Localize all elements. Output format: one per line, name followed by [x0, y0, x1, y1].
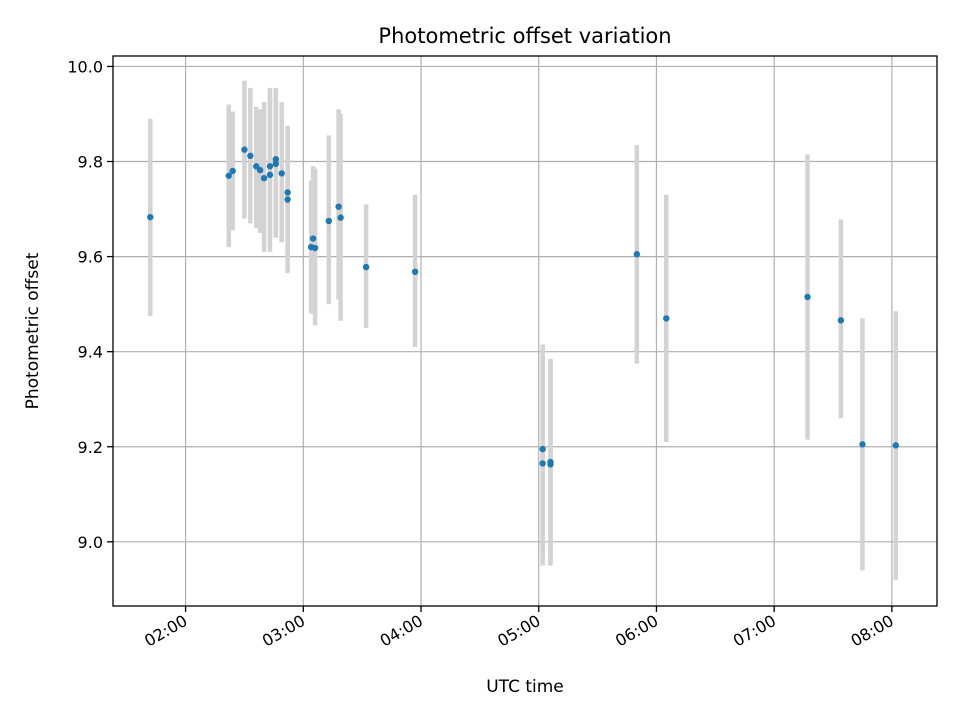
axis-ticks: 02:00 03:00 04:00 05:00 06:00 07:00 08:00 9.0 9.…	[67, 57, 897, 650]
data-point	[272, 155, 280, 163]
data-point	[260, 174, 268, 182]
x-tick-label: 08:00	[847, 611, 896, 651]
data-point	[325, 217, 333, 225]
data-point	[663, 315, 670, 322]
data-point	[335, 203, 342, 210]
data-points	[147, 146, 899, 468]
data-point	[362, 263, 370, 271]
data-point	[337, 214, 344, 221]
data-point	[284, 189, 291, 196]
data-point	[266, 171, 274, 179]
data-point	[837, 317, 845, 324]
data-point	[278, 170, 285, 177]
x-tick-label: 05:00	[494, 611, 543, 651]
data-point	[309, 235, 317, 242]
data-point	[284, 196, 291, 203]
x-tick-label: 07:00	[730, 611, 779, 651]
y-tick-label: 9.8	[78, 153, 103, 172]
y-tick-label: 9.0	[78, 533, 103, 552]
data-point	[253, 163, 260, 170]
data-point	[539, 445, 546, 453]
data-point	[411, 268, 419, 276]
data-point	[539, 460, 546, 467]
data-point	[256, 166, 264, 174]
data-point	[272, 160, 280, 168]
y-tick-label: 9.2	[78, 438, 103, 457]
data-point	[266, 163, 274, 170]
y-tick-label: 10.0	[67, 57, 103, 76]
data-point	[633, 251, 641, 258]
x-tick-label: 02:00	[141, 611, 190, 651]
grid-lines	[113, 56, 937, 606]
data-point	[225, 172, 232, 179]
data-point	[892, 442, 899, 449]
data-point	[247, 152, 254, 160]
x-tick-label: 03:00	[259, 611, 308, 651]
x-axis-label: UTC time	[486, 677, 564, 697]
x-tick-label: 06:00	[612, 611, 661, 651]
data-point	[804, 293, 811, 301]
x-tick-label: 04:00	[377, 611, 426, 651]
data-point	[229, 167, 236, 175]
y-axis-label: Photometric offset	[23, 252, 43, 409]
data-point	[311, 244, 319, 252]
y-tick-label: 9.4	[78, 343, 103, 362]
data-point	[147, 213, 154, 221]
data-point	[859, 441, 866, 448]
data-point	[241, 146, 248, 153]
y-tick-label: 9.6	[78, 248, 103, 267]
data-point	[547, 461, 554, 468]
plot-frame	[112, 55, 938, 607]
chart-title: Photometric offset variation	[378, 24, 671, 48]
error-bars	[148, 80, 899, 580]
